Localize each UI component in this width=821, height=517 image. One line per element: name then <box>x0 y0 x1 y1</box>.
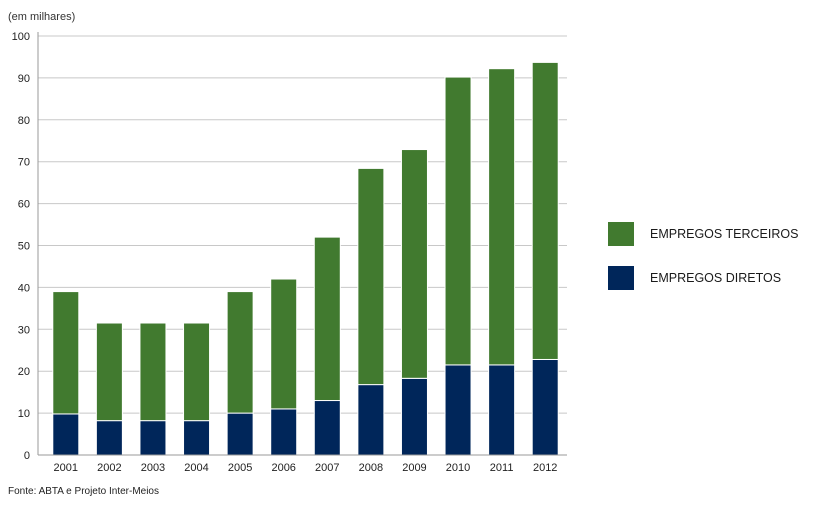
x-tick-label: 2009 <box>402 462 426 474</box>
bar-terceiros-2012 <box>531 61 559 360</box>
bar-terceiros-2001 <box>52 291 80 415</box>
bar-diretos-2008 <box>357 384 385 456</box>
y-tick-label: 20 <box>18 366 30 378</box>
bar-diretos-2001 <box>52 413 80 456</box>
y-tick-label: 10 <box>18 408 30 420</box>
bar-diretos-2005 <box>226 412 254 456</box>
bar-terceiros-2011 <box>488 68 516 366</box>
y-tick-label: 40 <box>18 282 30 294</box>
y-tick-label: 80 <box>18 115 30 127</box>
bar-terceiros-2005 <box>226 291 254 414</box>
bar-diretos-2003 <box>139 420 167 456</box>
bar-terceiros-2007 <box>313 236 341 402</box>
grid <box>38 35 567 456</box>
bar-terceiros-2009 <box>400 149 428 379</box>
bar-diretos-2004 <box>183 420 211 456</box>
unit-label: (em milhares) <box>8 11 75 23</box>
bar-diretos-2009 <box>400 377 428 456</box>
x-tick-label: 2010 <box>446 462 470 474</box>
x-axis: 2001 2002 2003 2004 2005 2006 2007 2008 2009 2010… <box>38 454 567 474</box>
bar-diretos-2007 <box>313 400 341 456</box>
x-tick-label: 2004 <box>184 462 208 474</box>
bars <box>52 61 559 456</box>
y-tick-label: 60 <box>18 199 30 211</box>
x-tick-label: 2005 <box>228 462 252 474</box>
x-tick-label: 2008 <box>359 462 383 474</box>
legend: EMPREGOS TERCEIROS EMPREGOS DIRETOS <box>608 222 798 290</box>
bar-diretos-2006 <box>270 408 298 456</box>
y-tick-label: 70 <box>18 157 30 169</box>
bar-diretos-2011 <box>488 364 516 456</box>
bar-diretos-2010 <box>444 364 472 456</box>
y-tick-label: 50 <box>18 241 30 253</box>
x-tick-label: 2006 <box>271 462 295 474</box>
legend-swatch <box>608 266 634 290</box>
bar-terceiros-2006 <box>270 278 298 410</box>
y-tick-label: 30 <box>18 324 30 336</box>
legend-label: EMPREGOS DIRETOS <box>650 271 781 285</box>
x-tick-label: 2002 <box>97 462 121 474</box>
x-tick-label: 2001 <box>54 462 78 474</box>
y-axis: 0 10 20 30 40 50 60 70 80 90 100 <box>12 31 39 462</box>
bar-diretos-2012 <box>531 358 559 456</box>
y-tick-label: 100 <box>12 31 30 43</box>
bar-terceiros-2004 <box>183 322 211 422</box>
bar-terceiros-2003 <box>139 322 167 422</box>
x-tick-label: 2003 <box>141 462 165 474</box>
bar-terceiros-2002 <box>95 322 123 422</box>
bar-diretos-2002 <box>95 420 123 456</box>
x-tick-label: 2011 <box>490 462 514 474</box>
legend-swatch <box>608 222 634 246</box>
source-note: Fonte: ABTA e Projeto Inter-Meios <box>8 486 159 497</box>
y-tick-label: 90 <box>18 73 30 85</box>
y-tick-label: 0 <box>24 450 30 462</box>
bar-terceiros-2010 <box>444 76 472 366</box>
legend-label: EMPREGOS TERCEIROS <box>650 227 798 241</box>
x-tick-label: 2007 <box>315 462 339 474</box>
bar-terceiros-2008 <box>357 167 385 386</box>
x-tick-label: 2012 <box>533 462 557 474</box>
